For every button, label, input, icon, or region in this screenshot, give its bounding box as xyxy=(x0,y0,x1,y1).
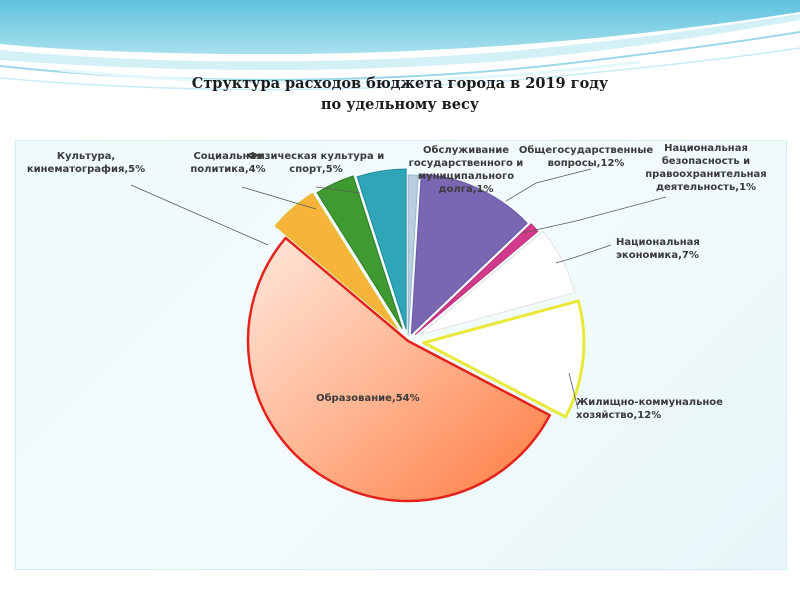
pie-slice xyxy=(356,168,407,330)
leader-line xyxy=(568,372,579,410)
pie-slice xyxy=(407,174,419,336)
leader-line xyxy=(315,186,361,194)
pie-chart: Обслуживание государственного и муниципаль… xyxy=(27,143,767,503)
title-line-1: Структура расходов бюджета города в 2019… xyxy=(191,75,609,92)
pie-slice xyxy=(414,223,539,335)
slice-label: Общегосударственные вопросы,12% xyxy=(519,144,654,169)
slice-label: Культура, кинематография,5% xyxy=(27,151,145,175)
slice-label: Национальная экономика,7% xyxy=(616,237,700,261)
slice-label: Физическая культура и спорт,5% xyxy=(248,151,384,175)
pie-slice xyxy=(419,230,576,336)
leader-line xyxy=(130,184,269,246)
slice-label: Жилищно-коммунальное хозяйство,12% xyxy=(576,397,723,421)
slice-label: Национальная безопасность и правоохранител… xyxy=(645,143,766,193)
slice-label: Социальная политика,4% xyxy=(190,151,265,175)
leader-line xyxy=(555,244,612,264)
leader-line xyxy=(505,168,592,202)
slice-label: Образование,54% xyxy=(316,392,420,404)
chart-panel: Обслуживание государственного и муниципаль… xyxy=(15,140,787,570)
pie-slice xyxy=(246,236,552,503)
title-line-2: по удельному весу xyxy=(320,96,480,113)
leader-line xyxy=(241,186,317,210)
pie-slice xyxy=(422,299,586,419)
pie-slice xyxy=(410,173,528,335)
leader-line xyxy=(521,196,667,234)
pie-slice xyxy=(274,192,399,330)
pie-slice xyxy=(316,175,403,329)
slice-label: Обслуживание государственного и муниципаль… xyxy=(409,144,524,195)
chart-title: Структура расходов бюджета города в 2019… xyxy=(0,73,800,115)
